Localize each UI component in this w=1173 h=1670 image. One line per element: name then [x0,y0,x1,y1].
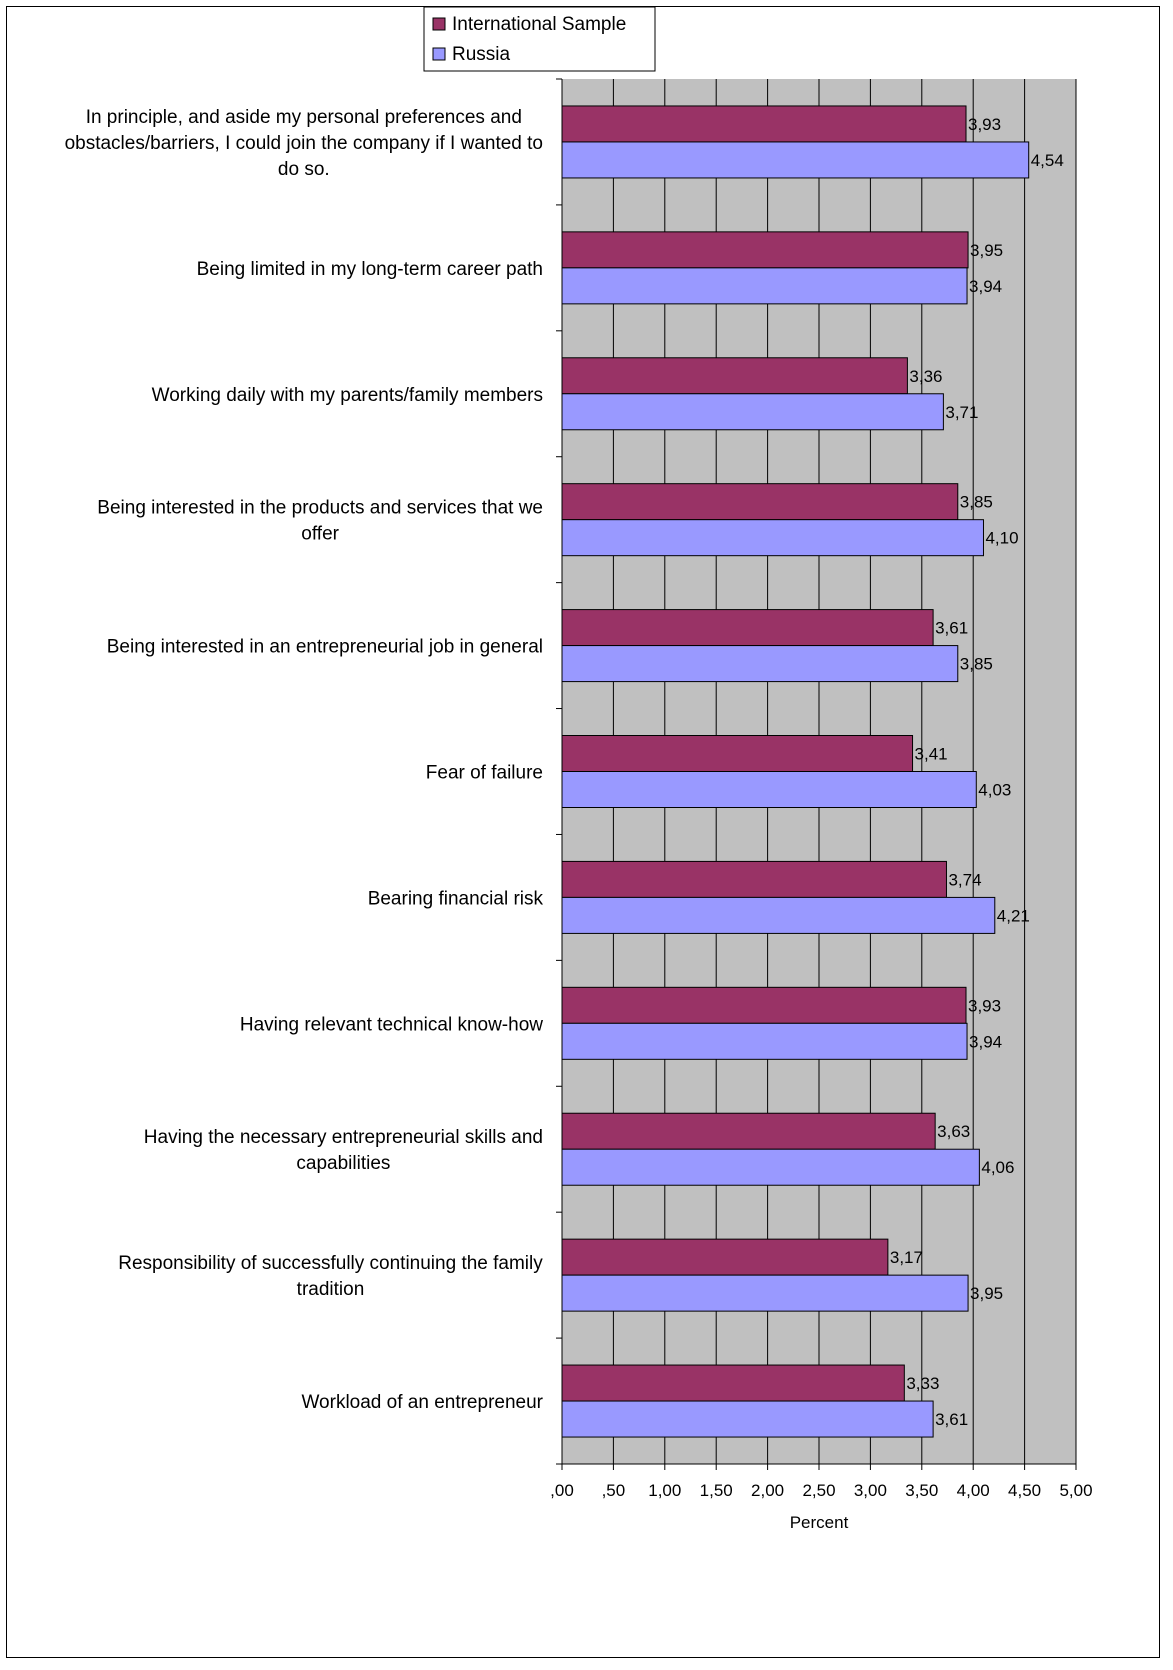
category-label: Being interested in an entrepreneurial j… [107,637,543,658]
bar-international-sample [561,105,967,143]
legend-swatch [432,47,446,61]
bar-value-label: 3,33 [906,1374,939,1393]
x-axis-title: Percent [790,1513,849,1532]
category-label: Responsibility of successfully continuin… [118,1253,543,1300]
bar-russia [561,393,944,431]
bar-russia [561,141,1030,179]
x-tick-label: 4,50 [1008,1481,1041,1500]
bar-international-sample [561,1112,936,1150]
bar-value-label: 3,85 [960,655,993,674]
x-tick-label: 3,00 [854,1481,887,1500]
bar-value-label: 3,93 [968,996,1001,1015]
bar-value-label: 4,06 [981,1158,1014,1177]
category-label: Having the necessary entrepreneurial ski… [144,1127,543,1174]
bar-russia [561,267,968,305]
bar-value-label: 3,63 [937,1122,970,1141]
bar-value-label: 3,41 [915,745,948,764]
bar-value-label: 3,85 [960,493,993,512]
bar-value-label: 4,03 [978,781,1011,800]
data-labels: 3,93 4,54 3,95 3,94 3,363,71 3,85 4,10 3,61 3,85… [890,115,1064,1429]
bar-value-label: 3,17 [890,1248,923,1267]
x-tick-label: 2,50 [802,1481,835,1500]
bar-international-sample [561,1364,905,1402]
category-label: Having relevant technical know-how [240,1014,543,1035]
bar-value-label: 3,93 [968,115,1001,134]
bar-international-sample [561,1238,889,1276]
bar-russia [561,1148,980,1186]
bar-russia [561,645,959,683]
bar-value-label: 3,71 [945,403,978,422]
bar-international-sample [561,231,969,269]
x-tick-label: 2,00 [751,1481,784,1500]
bar-russia [561,519,984,557]
x-tick-label: 3,50 [905,1481,938,1500]
x-tick-labels: ,00 ,50 1,00 1,50 2,00 2,50 3,00 3,50 4,00 4,50 5,… [550,1481,1092,1500]
category-labels: In principle, and aside my personal pref… [65,107,544,1413]
category-label: Fear of failure [426,763,543,784]
x-tick-label: 1,50 [700,1481,733,1500]
legend: International Sample Russia [423,6,656,72]
x-tick-label: 1,00 [648,1481,681,1500]
bar-value-label: 3,95 [970,1284,1003,1303]
bar-international-sample [561,986,967,1024]
bar-value-label: 3,74 [948,870,981,889]
category-label: In principle, and aside my personal pref… [65,107,543,180]
bar-international-sample [561,609,934,647]
category-label: Working daily with my parents/family mem… [152,385,543,406]
bar-international-sample [561,735,914,772]
x-tick-label: ,00 [550,1481,574,1500]
bar-russia [561,1400,934,1438]
x-tick-label: 5,00 [1059,1481,1092,1500]
axes [556,78,1077,1470]
bar-international-sample [561,860,947,898]
bar-international-sample [561,357,908,395]
bars [561,105,1030,1438]
bar-russia [561,1274,969,1312]
category-label: Bearing financial risk [368,888,544,909]
bar-value-label: 4,10 [985,529,1018,548]
bar-value-label: 3,94 [969,277,1002,296]
category-label: Being limited in my long-term career pat… [197,259,543,280]
bar-russia [561,771,977,808]
legend-label: Russia [452,44,511,65]
bar-value-label: 3,61 [935,619,968,638]
bar-value-label: 3,36 [909,367,942,386]
bar-value-label: 4,54 [1031,151,1064,170]
bar-russia [561,1022,968,1060]
bar-international-sample [561,483,959,521]
category-label: Workload of an entrepreneur [301,1392,543,1413]
x-tick-label: ,50 [602,1481,626,1500]
bar-value-label: 3,94 [969,1032,1002,1051]
legend-swatch [432,17,446,31]
bar-value-label: 4,21 [997,906,1030,925]
bar-russia [561,896,996,934]
bar-value-label: 3,95 [970,241,1003,260]
category-label: Being interested in the products and ser… [97,498,543,545]
x-tick-label: 4,00 [957,1481,990,1500]
legend-label: International Sample [452,14,626,35]
bar-value-label: 3,61 [935,1410,968,1429]
